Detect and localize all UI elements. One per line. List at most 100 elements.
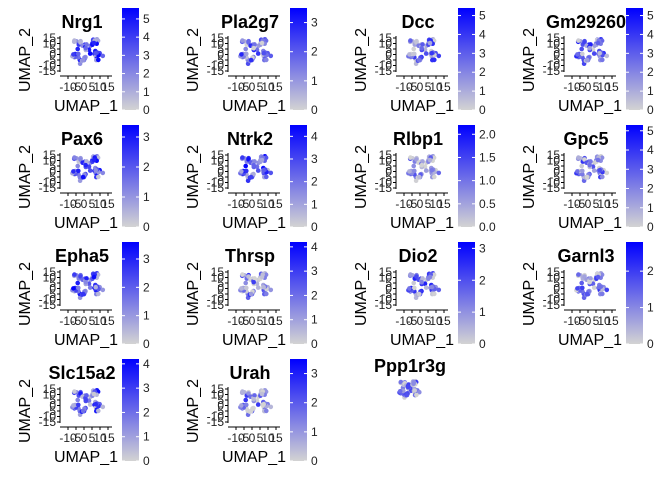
y-tick-label: -10 bbox=[543, 293, 561, 307]
y-axis-title: UMAP_2 bbox=[17, 379, 34, 443]
y-tick-label: 15 bbox=[379, 31, 393, 45]
y-tick-label: 15 bbox=[547, 148, 561, 162]
colorbar bbox=[290, 242, 307, 344]
cell-point bbox=[595, 157, 601, 163]
cell-point bbox=[252, 393, 257, 398]
x-axis-title: UMAP_1 bbox=[54, 449, 118, 466]
panel-title: Garnl3 bbox=[557, 246, 614, 266]
colorbar-tick-label: 3 bbox=[311, 367, 318, 381]
x-tick-label: 10 bbox=[597, 80, 611, 94]
cell-point bbox=[416, 291, 422, 297]
cell-point bbox=[584, 291, 590, 297]
cell-point bbox=[427, 157, 433, 163]
x-axis-title: UMAP_1 bbox=[390, 98, 454, 115]
cell-point bbox=[83, 396, 88, 402]
x-tick-label: 15 bbox=[101, 80, 115, 94]
x-tick-label: -5 bbox=[239, 314, 250, 328]
colorbar-tick-label: 3 bbox=[143, 381, 150, 395]
x-tick-label: -10 bbox=[227, 314, 245, 328]
cell-point bbox=[84, 393, 89, 398]
cell-point bbox=[252, 276, 257, 281]
x-tick-label: -10 bbox=[227, 197, 245, 211]
y-tick-label: -5 bbox=[381, 287, 392, 301]
colorbar-tick-label: 0 bbox=[143, 103, 150, 117]
x-tick-label: 5 bbox=[425, 197, 432, 211]
y-tick-label: -15 bbox=[207, 298, 225, 312]
x-tick-label: 0 bbox=[81, 80, 88, 94]
cell-point bbox=[80, 57, 86, 63]
x-tick-label: 15 bbox=[605, 314, 619, 328]
y-axis-title: UMAP_2 bbox=[17, 262, 34, 326]
y-tick-label: 0 bbox=[217, 48, 224, 62]
cell-point bbox=[75, 163, 80, 169]
y-tick-label: 5 bbox=[49, 393, 56, 407]
cell-point bbox=[597, 167, 602, 173]
colorbar-tick-label: 1 bbox=[311, 313, 318, 327]
cell-point bbox=[71, 403, 76, 408]
colorbar-tick-label: 2 bbox=[479, 273, 486, 287]
cell-point bbox=[412, 168, 417, 174]
cell-point bbox=[251, 45, 256, 51]
cell-point bbox=[83, 162, 88, 168]
colorbar-tick-label: 2 bbox=[647, 65, 654, 79]
cell-point bbox=[588, 159, 593, 164]
x-tick-label: 0 bbox=[249, 80, 256, 94]
x-tick-label: 10 bbox=[597, 314, 611, 328]
cell-point bbox=[248, 291, 254, 297]
y-tick-label: -15 bbox=[207, 181, 225, 195]
cell-point bbox=[84, 42, 89, 47]
colorbar-tick-label: 2 bbox=[647, 182, 654, 196]
cell-point bbox=[91, 40, 97, 46]
cell-point bbox=[75, 397, 80, 403]
colorbar-tick-label: 0 bbox=[647, 337, 654, 351]
colorbar-tick-label: 2 bbox=[143, 280, 150, 294]
cell-point bbox=[248, 408, 254, 414]
y-tick-label: -5 bbox=[213, 170, 224, 184]
x-tick-label: 0 bbox=[81, 197, 88, 211]
y-tick-label: -10 bbox=[207, 59, 225, 73]
x-axis-title: UMAP_1 bbox=[54, 332, 118, 349]
y-tick-label: 10 bbox=[211, 154, 225, 168]
colorbar-tick-label: 0 bbox=[647, 103, 654, 117]
colorbar-tick-label: 4 bbox=[479, 27, 486, 41]
cell-point bbox=[96, 57, 101, 63]
y-tick-label: -10 bbox=[207, 176, 225, 190]
x-tick-label: -5 bbox=[575, 314, 586, 328]
y-tick-label: -5 bbox=[381, 53, 392, 67]
cell-point bbox=[259, 274, 265, 280]
cell-point bbox=[397, 389, 403, 394]
x-tick-label: 5 bbox=[89, 431, 96, 445]
cell-point bbox=[83, 279, 88, 285]
cell-point bbox=[419, 162, 424, 168]
cell-point bbox=[76, 285, 81, 291]
y-tick-label: 15 bbox=[43, 148, 57, 162]
cell-point bbox=[91, 391, 97, 397]
colorbar-tick-label: 0 bbox=[311, 220, 318, 234]
y-tick-label: -15 bbox=[39, 415, 57, 429]
cell-point bbox=[71, 169, 76, 174]
y-tick-label: 10 bbox=[43, 154, 57, 168]
cell-point bbox=[427, 40, 433, 46]
y-tick-label: 10 bbox=[211, 388, 225, 402]
cell-point bbox=[595, 40, 601, 46]
cell-point bbox=[84, 159, 89, 164]
y-tick-label: 5 bbox=[217, 393, 224, 407]
colorbar-tick-label: 1 bbox=[311, 425, 318, 439]
colorbar-tick-label: 3 bbox=[479, 46, 486, 60]
colorbar-tick-label: 3 bbox=[311, 152, 318, 166]
cell-point bbox=[407, 286, 412, 291]
y-tick-label: -5 bbox=[45, 53, 56, 67]
y-tick-label: 10 bbox=[547, 271, 561, 285]
x-tick-label: -10 bbox=[59, 197, 77, 211]
colorbar-tick-label: 4 bbox=[647, 143, 654, 157]
cell-point bbox=[405, 384, 411, 390]
cell-point bbox=[429, 167, 434, 173]
y-axis-title: UMAP_2 bbox=[185, 28, 202, 92]
x-axis-title: UMAP_1 bbox=[558, 332, 622, 349]
x-tick-label: 5 bbox=[89, 314, 96, 328]
